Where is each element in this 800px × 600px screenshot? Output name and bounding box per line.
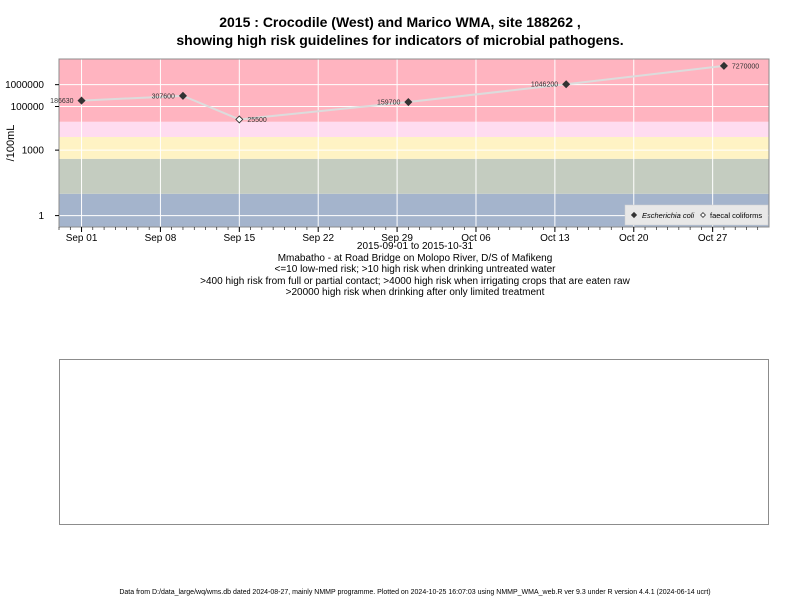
legend: Escherichia coli faecal coliforms — [624, 204, 769, 226]
axes: Sep 01 Sep 08 Sep 15 Sep 22 Sep 29 Oct 06 Oct … — [5, 58, 770, 244]
x-tick-label: Sep 01 — [66, 233, 98, 244]
point-label: 1046200 — [531, 82, 558, 89]
ecoli-point — [719, 61, 728, 70]
x-tick-label: Sep 29 — [381, 233, 413, 244]
x-tick-label: Oct 13 — [540, 233, 570, 244]
chart-subtitle: showing high risk guidelines for indicat… — [176, 32, 624, 48]
footer-note: Data from D:/data_large/wq/wms.db dated … — [119, 589, 711, 596]
legend-ecoli-marker — [630, 211, 638, 219]
faecal-coliform-point — [235, 115, 244, 124]
point-label: 186630 — [50, 98, 73, 105]
y-axis-label: /100mL — [5, 125, 17, 162]
gridlines — [59, 59, 769, 227]
point-label: 307600 — [152, 93, 175, 100]
data-points: 186630 307600 159700 1046200 7270000 25500 — [50, 61, 759, 124]
date-range-label: 2015-09-01 to 2015-10-31 — [356, 241, 474, 252]
ecoli-point — [77, 96, 86, 105]
x-tick-label: Sep 15 — [223, 233, 255, 244]
legend-box — [624, 204, 769, 226]
risk-band — [59, 59, 769, 122]
risk-band — [59, 136, 769, 159]
empty-panel — [59, 359, 769, 525]
point-label: 7270000 — [732, 63, 759, 70]
risk-guideline-3: >20000 high risk when drinking after onl… — [285, 287, 545, 298]
plot-border — [58, 58, 770, 228]
risk-bands — [59, 59, 769, 227]
x-tick-label: Sep 22 — [302, 233, 334, 244]
y-tick-label: 1000000 — [5, 80, 44, 91]
ecoli-point — [562, 80, 571, 89]
x-tick-label: Oct 27 — [698, 233, 728, 244]
legend-ecoli-label: Escherichia coli — [642, 211, 694, 220]
legend-faecal-marker — [700, 212, 706, 218]
site-label: Mmabatho - at Road Bridge on Molopo Rive… — [277, 253, 553, 264]
risk-band — [59, 121, 769, 137]
series-lines — [81, 64, 725, 121]
y-tick-label: 1 — [38, 211, 44, 222]
y-tick-label: 1000 — [22, 146, 45, 157]
ecoli-point — [404, 98, 413, 107]
legend-faecal-label: faecal coliforms — [710, 211, 762, 220]
risk-band — [59, 158, 769, 194]
x-tick-label: Oct 06 — [461, 233, 491, 244]
y-tick-label: 100000 — [11, 102, 45, 113]
risk-guideline-2: >400 high risk from full or partial cont… — [200, 276, 630, 287]
series-line — [81, 64, 725, 121]
ecoli-point — [178, 91, 188, 100]
x-tick-label: Sep 08 — [145, 233, 177, 244]
point-label: 25500 — [247, 117, 267, 124]
point-label: 159700 — [377, 100, 400, 107]
x-tick-label: Oct 20 — [619, 233, 649, 244]
risk-guideline-1: <=10 low-med risk; >10 high risk when dr… — [274, 264, 556, 275]
chart-title: 2015 : Crocodile (West) and Marico WMA, … — [219, 14, 581, 30]
